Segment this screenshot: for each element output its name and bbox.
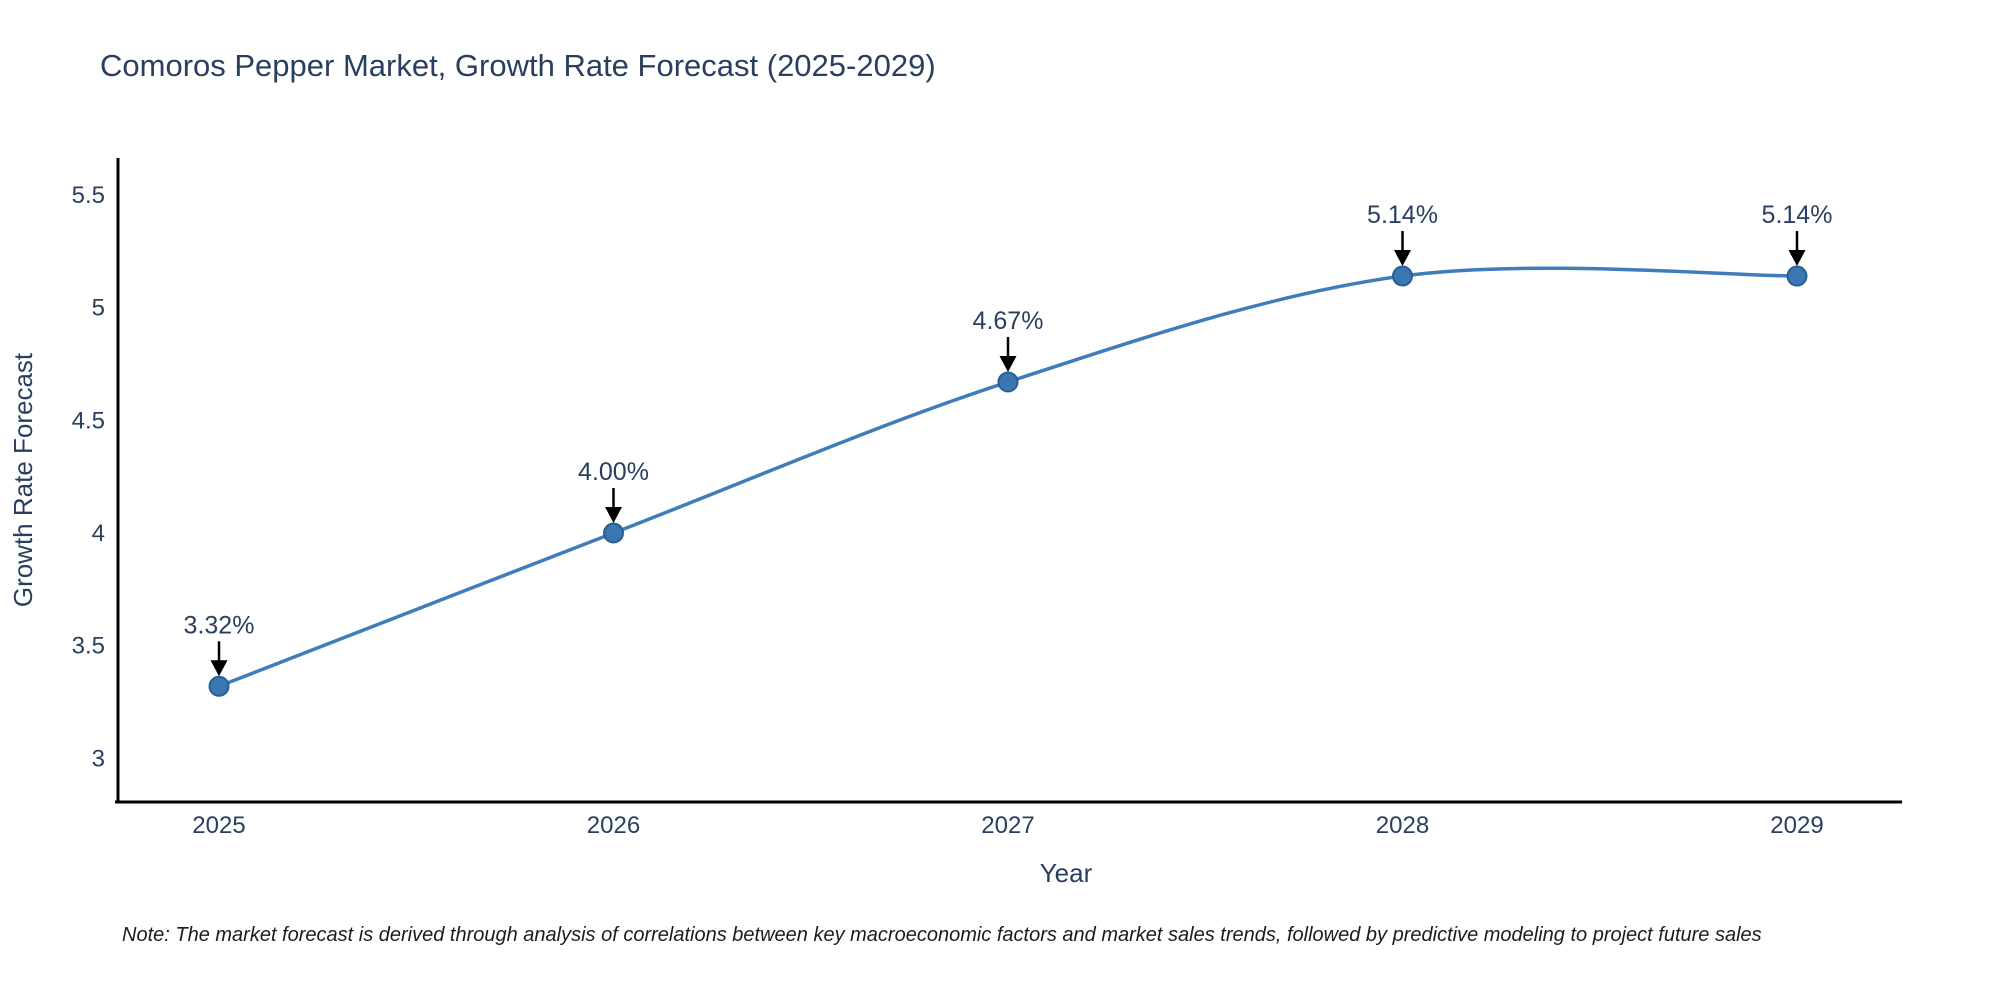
data-point-marker [997,371,1019,393]
data-point-label: 4.00% [578,458,649,486]
x-tick-label: 2026 [587,812,640,839]
chart-title: Comoros Pepper Market, Growth Rate Forec… [100,48,936,83]
data-point-marker [208,675,230,697]
x-tick-label: 2025 [192,812,245,839]
data-point-label: 3.32% [184,611,255,639]
data-point-label: 4.67% [973,307,1044,335]
data-point-marker [603,522,624,544]
data-point-marker [1392,265,1413,287]
y-tick-label: 4 [92,520,105,547]
annotation-arrowhead-icon [1394,250,1411,267]
x-tick-label: 2029 [1770,812,1823,839]
data-point-label: 5.14% [1367,201,1438,229]
annotation-arrowhead-icon [210,660,228,677]
y-tick-label: 5.5 [72,182,105,209]
x-tick-label: 2028 [1376,812,1429,839]
annotation-arrowhead-icon [999,355,1017,372]
data-point-label: 5.14% [1762,201,1833,229]
y-axis-title: Growth Rate Forecast [8,352,38,607]
x-axis-title: Year [1040,858,1093,888]
annotation-arrowhead-icon [605,507,622,523]
y-tick-label: 3.5 [72,633,105,660]
data-point-marker [1786,265,1808,287]
x-tick-label: 2027 [981,812,1034,839]
footnote: Note: The market forecast is derived thr… [122,924,1762,946]
y-tick-label: 4.5 [72,407,105,434]
y-tick-label: 3 [92,745,105,772]
y-tick-label: 5 [92,295,105,322]
annotation-arrowhead-icon [1788,250,1806,267]
